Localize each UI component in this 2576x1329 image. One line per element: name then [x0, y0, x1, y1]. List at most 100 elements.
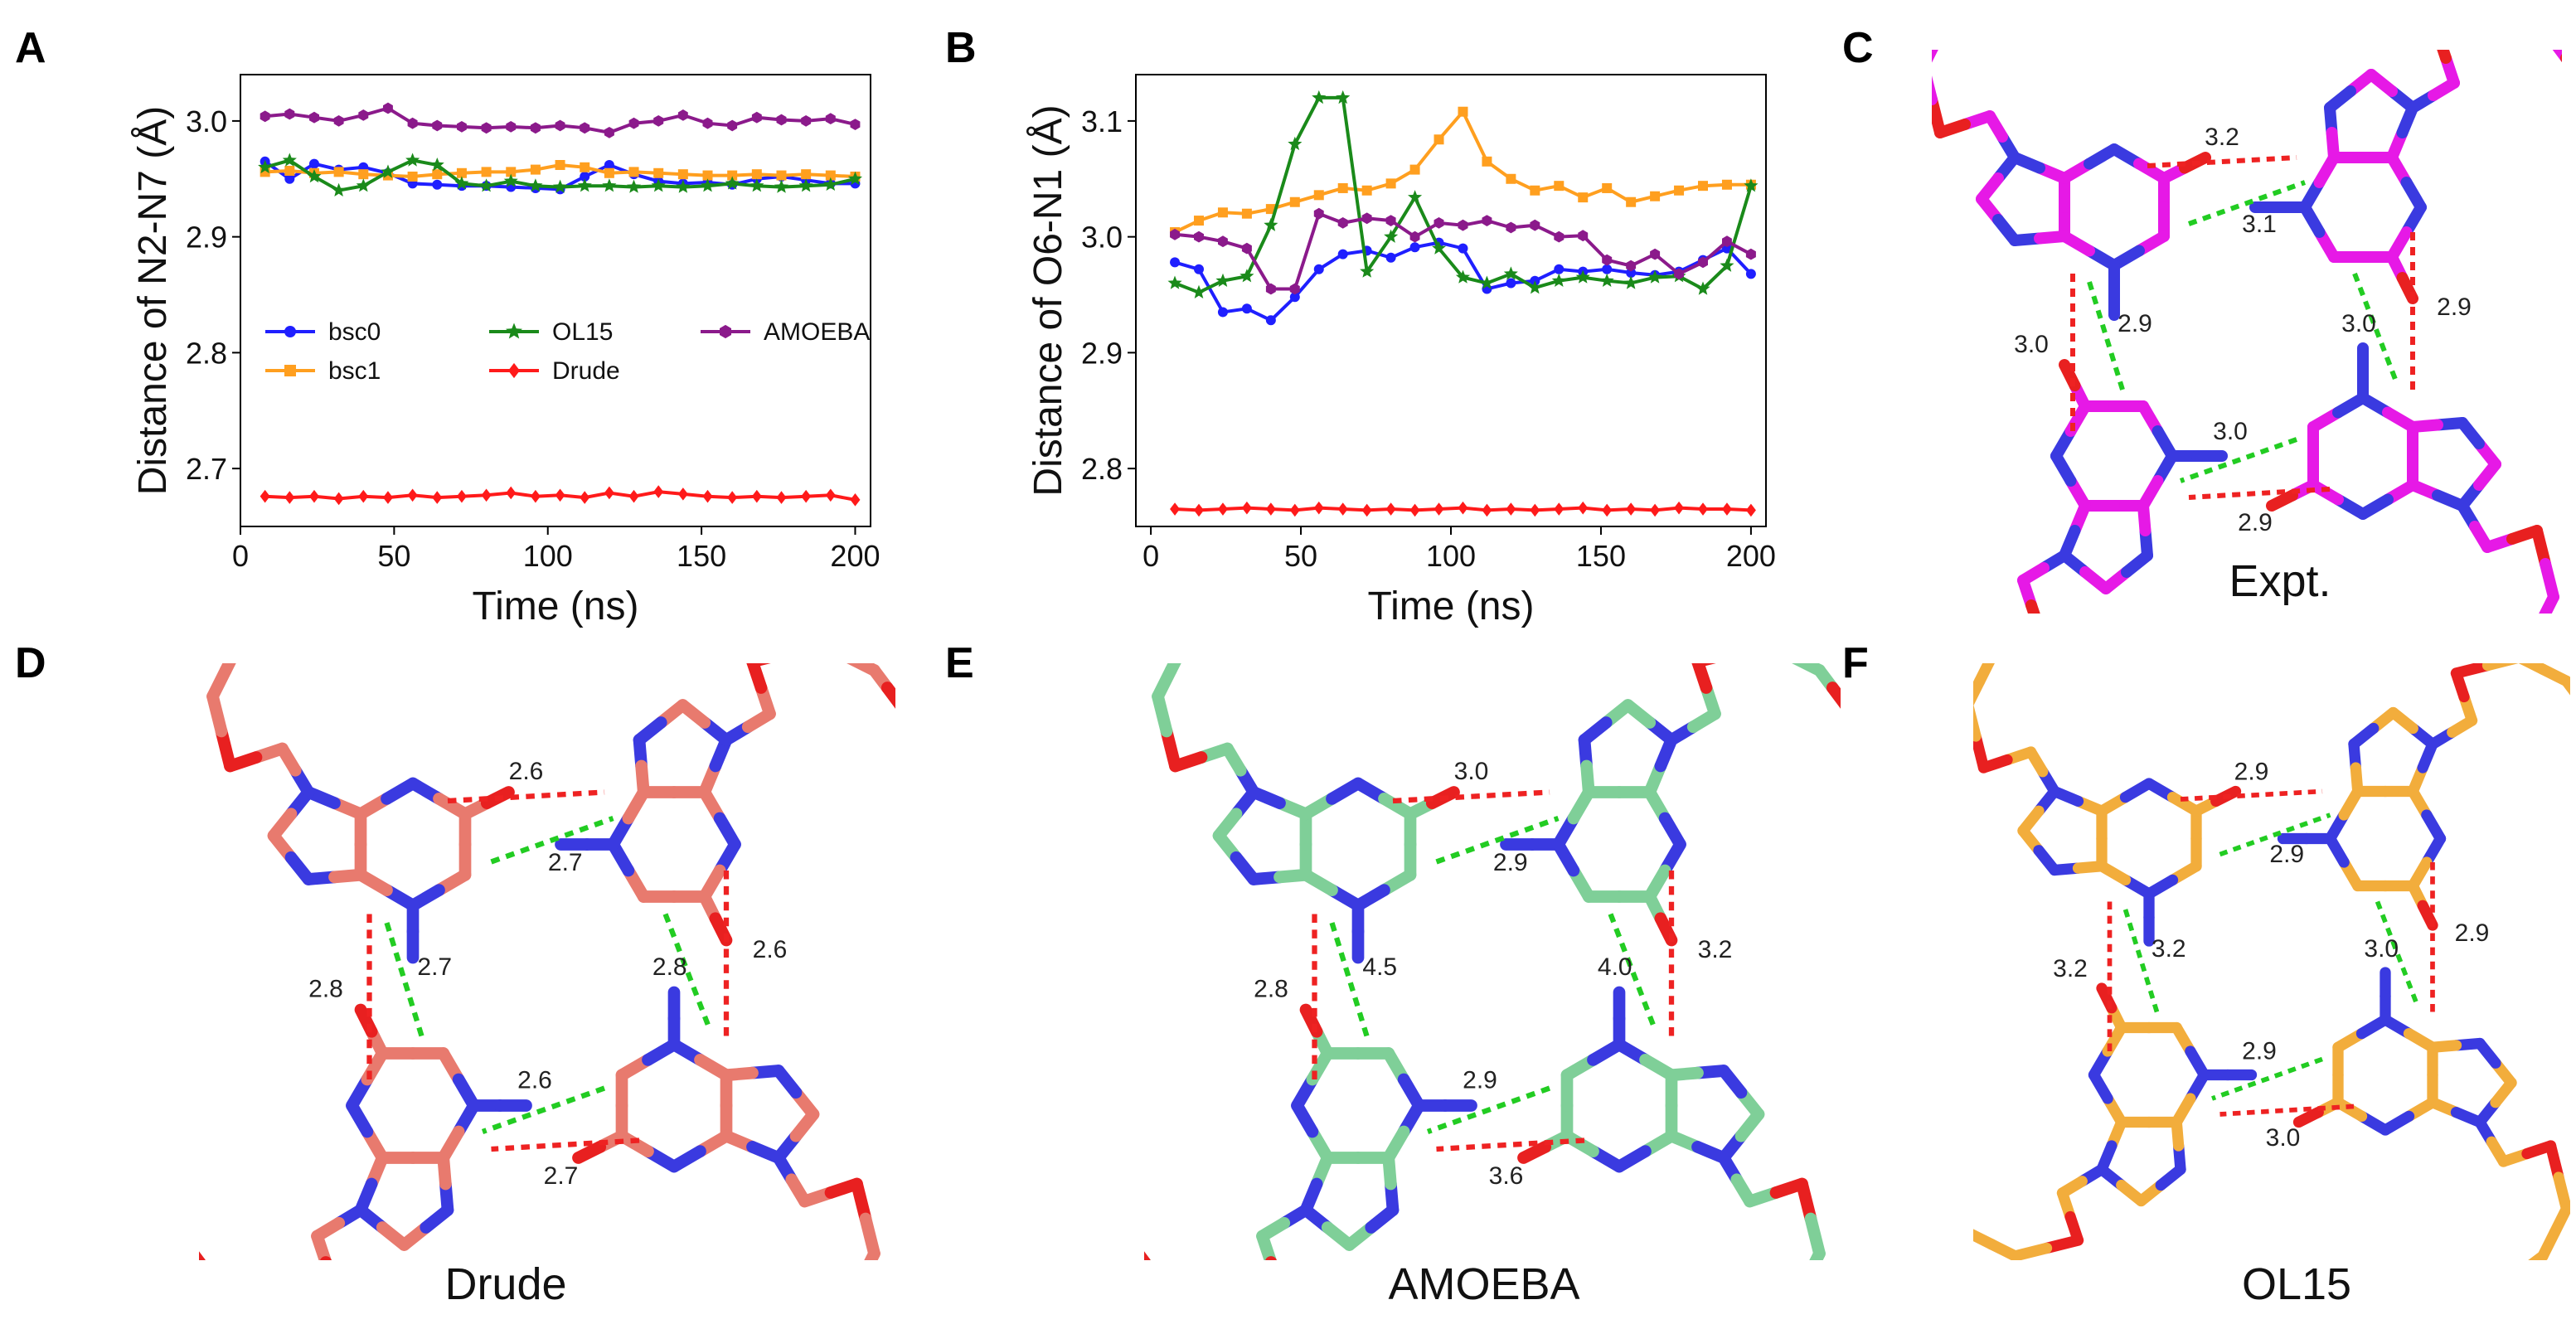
- data-point-drude: [1745, 503, 1756, 517]
- data-point-amoeba: [727, 119, 738, 132]
- data-point-amoeba: [260, 110, 270, 123]
- data-point-amoeba: [1194, 230, 1204, 243]
- hbond-distance-label: 2.7: [548, 849, 583, 876]
- hydrogen-bond: [2352, 272, 2399, 383]
- data-point-drude: [1530, 503, 1540, 517]
- hbond-distance-label: 4.0: [1598, 953, 1632, 981]
- caption-expt: Expt.: [2229, 556, 2331, 606]
- data-point-bsc0: [604, 160, 614, 170]
- data-point-ol15: [701, 178, 716, 192]
- legend-label-ol15: OL15: [552, 318, 613, 346]
- data-point-amoeba: [1409, 230, 1420, 243]
- data-point-amoeba: [653, 115, 664, 127]
- data-point-bsc1: [776, 170, 787, 181]
- data-point-bsc0: [1458, 243, 1468, 254]
- sugar-bond: [1973, 1229, 1997, 1250]
- sugar-bond: [2481, 663, 2519, 672]
- hydrogen-bond: [2187, 180, 2307, 226]
- legend-marker: [284, 326, 296, 337]
- base-ring-bond: [1326, 777, 1365, 805]
- backbone-bond: [1826, 681, 1841, 709]
- base-ring-bond: [1382, 1152, 1397, 1191]
- base-ring-bond: [2421, 809, 2447, 845]
- data-point-drude: [751, 489, 762, 503]
- y-axis-label: Distance of N2-N7 (Å): [131, 106, 175, 495]
- hydrogen-bond: [1392, 789, 1550, 804]
- hbond-distance-label: 2.9: [2238, 509, 2273, 536]
- data-point-bsc1: [1721, 179, 1732, 190]
- hbond-distance-label: 3.2: [2053, 955, 2088, 982]
- data-point-drude: [1170, 502, 1181, 516]
- base-ring-bond: [2350, 762, 2364, 798]
- data-point-ol15: [1479, 275, 1494, 289]
- data-point-amoeba: [825, 113, 836, 124]
- hbond-distance-label: 2.9: [2242, 1038, 2277, 1065]
- data-point-drude: [1506, 502, 1516, 516]
- data-point-ol15: [1288, 136, 1303, 151]
- data-point-bsc0: [1385, 252, 1396, 263]
- hbond-distance-label: 3.0: [2341, 310, 2376, 337]
- legend-marker: [506, 323, 522, 339]
- data-point-bsc0: [284, 173, 295, 184]
- legend-marker: [508, 362, 520, 379]
- base-ring-bond: [635, 759, 650, 798]
- data-point-bsc1: [1458, 106, 1468, 117]
- hydrogen-bond: [384, 922, 424, 1037]
- legend-label-amoeba: AMOEBA: [764, 318, 870, 346]
- data-point-amoeba: [801, 115, 812, 127]
- data-point-bsc1: [751, 169, 762, 180]
- data-point-drude: [604, 486, 614, 500]
- legend-marker: [284, 365, 296, 376]
- data-point-drude: [1217, 502, 1228, 516]
- hydrogen-bond: [662, 913, 711, 1029]
- base-ring-bond: [2072, 861, 2108, 874]
- data-point-bsc0: [1289, 292, 1300, 303]
- data-point-bsc1: [727, 170, 738, 181]
- data-point-amoeba: [1554, 230, 1565, 243]
- data-point-bsc1: [1241, 208, 1252, 219]
- base-ring-bond: [713, 812, 741, 851]
- data-point-drude: [284, 491, 295, 504]
- data-point-bsc0: [1194, 264, 1204, 274]
- base-ring-bond: [2326, 127, 2340, 163]
- data-point-bsc1: [628, 167, 639, 177]
- hbond-distance-label: 3.6: [1489, 1162, 1524, 1190]
- hbond-distance-label: 2.9: [2234, 758, 2269, 785]
- hydrogen-bond: [2087, 281, 2125, 390]
- y-tick-label: 3.1: [1081, 104, 1123, 138]
- series-line-bsc0: [1174, 240, 1753, 323]
- hbond-distance-label: 3.1: [2242, 211, 2277, 238]
- data-point-bsc1: [677, 169, 688, 180]
- hydrogen-bond: [1329, 922, 1370, 1037]
- panel-letter-f: F: [1842, 639, 1869, 687]
- y-tick-label: 3.0: [1081, 221, 1123, 255]
- data-point-amoeba: [1385, 215, 1396, 226]
- data-point-drude: [702, 489, 713, 503]
- x-tick-label: 0: [1142, 539, 1159, 573]
- carbonyl-bond: [572, 1141, 607, 1164]
- data-point-drude: [850, 493, 861, 507]
- data-point-drude: [1578, 501, 1589, 515]
- base-ring-bond: [1580, 759, 1595, 798]
- data-point-ol15: [725, 176, 740, 190]
- data-point-ol15: [750, 178, 764, 192]
- data-point-drude: [1385, 502, 1396, 516]
- data-point-ol15: [1167, 275, 1182, 289]
- legend-label-bsc0: bsc0: [328, 318, 381, 346]
- sugar-bond: [2025, 599, 2040, 614]
- data-point-drude: [481, 488, 492, 502]
- data-point-drude: [1434, 502, 1444, 516]
- hydrogen-bond: [1426, 1085, 1551, 1134]
- data-point-drude: [1482, 503, 1492, 517]
- base-ring-bond: [1665, 1066, 1704, 1082]
- data-point-bsc1: [1554, 181, 1565, 192]
- data-point-ol15: [1575, 269, 1590, 284]
- data-point-drude: [628, 489, 639, 503]
- data-point-bsc1: [1385, 178, 1396, 189]
- data-point-drude: [801, 489, 812, 503]
- data-point-drude: [333, 492, 344, 506]
- data-point-bsc1: [407, 171, 418, 182]
- data-point-bsc0: [1241, 303, 1252, 314]
- data-point-amoeba: [1506, 221, 1516, 234]
- chart-b: 0 50 100 150 200 2.8 2.9 3.0 3.1 Time (ns) Distanc…: [1026, 74, 1776, 628]
